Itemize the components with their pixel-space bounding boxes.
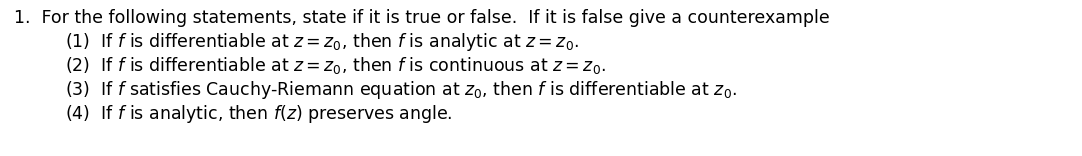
Text: (4)  If $f$ is analytic, then $f(z)$ preserves angle.: (4) If $f$ is analytic, then $f(z)$ pres… — [65, 103, 452, 125]
Text: (2)  If $f$ is differentiable at $z = z_0$, then $f$ is continuous at $z = z_0$.: (2) If $f$ is differentiable at $z = z_0… — [65, 56, 606, 76]
Text: 1.  For the following statements, state if it is true or false.  If it is false : 1. For the following statements, state i… — [14, 9, 830, 27]
Text: (1)  If $f$ is differentiable at $z = z_0$, then $f$ is analytic at $z = z_0$.: (1) If $f$ is differentiable at $z = z_0… — [65, 31, 579, 53]
Text: (3)  If $f$ satisfies Cauchy-Riemann equation at $z_0$, then $f$ is differentiab: (3) If $f$ satisfies Cauchy-Riemann equa… — [65, 79, 737, 101]
